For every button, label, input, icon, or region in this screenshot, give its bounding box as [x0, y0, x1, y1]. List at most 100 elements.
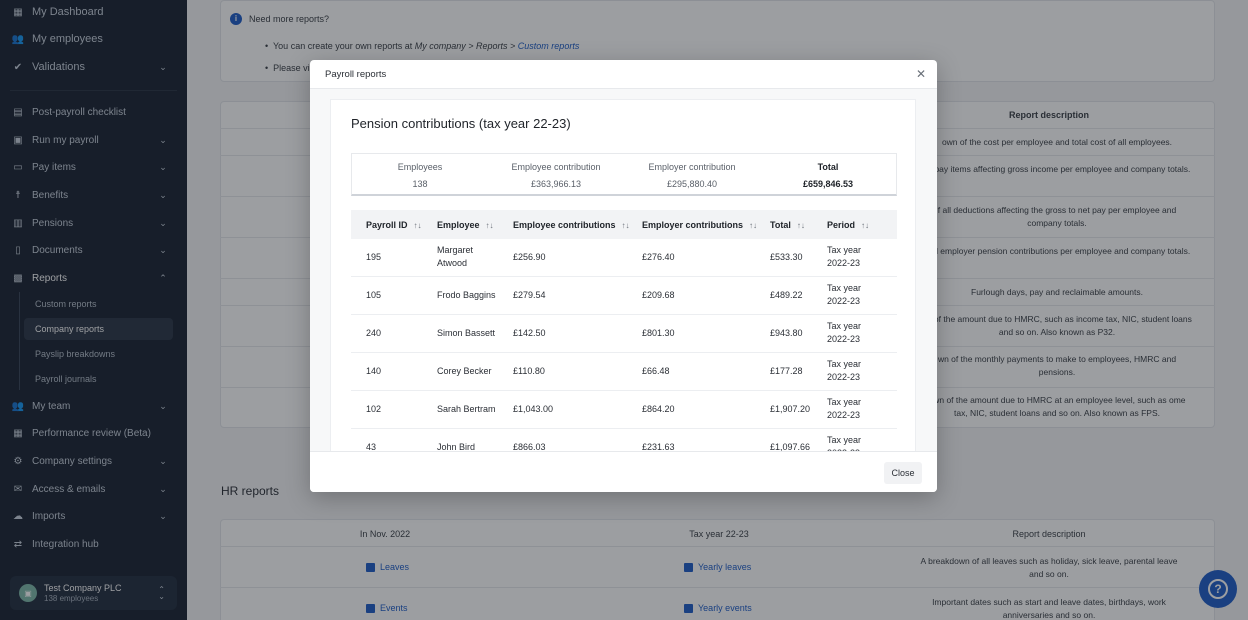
reports-icon: ▩ [13, 272, 23, 284]
sidebar-item-imports[interactable]: ☁ Imports ⌄ [0, 504, 187, 528]
col-header-payroll-id[interactable]: Payroll ID ↑↓ [366, 220, 422, 230]
bar-chart-icon [366, 603, 375, 613]
cell-total: £1,097.66 [770, 442, 811, 451]
table-row[interactable]: 240 Simon Bassett £142.50 £801.30 £943.8… [351, 315, 897, 353]
cell-period: Tax year 2022-23 [827, 283, 862, 306]
sidebar-item-pay-items[interactable]: ▭ Pay items ⌄ [0, 155, 187, 179]
sidebar-item-integration-hub[interactable]: ⇄ Integration hub [0, 532, 187, 556]
sidebar-item-label: Access & emails [32, 483, 106, 495]
sidebar-item-performance-review[interactable]: ▦ Performance review (Beta) [0, 421, 187, 445]
summary-label: Employer contribution [648, 162, 736, 172]
sidebar-item-run-payroll[interactable]: ▣ Run my payroll ⌄ [0, 128, 187, 152]
payroll-icon: ▣ [13, 134, 23, 146]
cell-employee: John Bird [437, 442, 476, 451]
cell-period: Tax year 2022-23 [827, 321, 862, 344]
summary-label: Employees [397, 162, 443, 172]
performance-icon: ▦ [13, 427, 23, 439]
close-icon[interactable]: ✕ [915, 67, 927, 81]
cell-employee-contributions: £256.90 [513, 252, 546, 262]
bar-chart-icon [684, 562, 693, 572]
sidebar-item-documents[interactable]: ▯ Documents ⌄ [0, 238, 187, 262]
bullet-path: My company > Reports > [414, 41, 518, 51]
chevron-down-icon: ⌄ [159, 135, 167, 145]
row-divider [220, 546, 1215, 547]
cell-period: Tax year 2022-23 [827, 359, 862, 382]
cell-payroll-id: 43 [366, 442, 377, 451]
chevron-down-icon: ⌄ [159, 511, 167, 521]
sidebar-item-label: My Dashboard [32, 6, 104, 18]
sidebar-item-dashboard[interactable]: ▦ My Dashboard [0, 0, 187, 24]
sidebar-item-benefits[interactable]: ☨ Benefits ⌄ [0, 183, 187, 207]
people-icon: 👥 [11, 33, 25, 45]
col-header-employee[interactable]: Employee ↑↓ [437, 220, 494, 230]
cell-employee: Margaret Atwood [437, 245, 474, 268]
modal-body[interactable]: Pension contributions (tax year 22-23) E… [310, 89, 937, 451]
cell-payroll-id: 195 [366, 252, 382, 262]
sidebar-item-pensions[interactable]: ▥ Pensions ⌄ [0, 211, 187, 235]
chevron-up-icon: ⌃ [159, 273, 167, 283]
sidebar-item-validations[interactable]: ✔ Validations ⌄ [0, 55, 187, 79]
table-row[interactable]: 105 Frodo Baggins £279.54 £209.68 £489.2… [351, 277, 897, 315]
sidebar-item-label: Documents [32, 244, 83, 256]
sidebar-subitem-payslip-breakdowns[interactable]: Payslip breakdowns [35, 349, 116, 359]
yearly-leaves-report-link[interactable]: Yearly leaves [684, 562, 751, 572]
events-report-link[interactable]: Events [366, 603, 408, 613]
cell-total: £489.22 [770, 290, 803, 300]
question-icon: ? [1208, 579, 1228, 599]
sort-icon: ↑↓ [621, 221, 630, 230]
col-label: Employee [437, 220, 480, 230]
table-row[interactable]: 102 Sarah Bertram £1,043.00 £864.20 £1,9… [351, 391, 897, 429]
sidebar-item-post-payroll-checklist[interactable]: ▤ Post-payroll checklist [0, 100, 187, 124]
cell-payroll-id: 240 [366, 328, 382, 338]
yearly-events-report-link[interactable]: Yearly events [684, 603, 752, 613]
col-header-employee-contributions[interactable]: Employee contributions ↑↓ [513, 220, 630, 230]
cell-employee-contributions: £279.54 [513, 290, 546, 300]
summary-value: £363,966.13 [530, 179, 582, 189]
hr-reports-title: HR reports [221, 484, 280, 498]
summary-label: Total [817, 162, 839, 172]
row-divider [220, 587, 1215, 588]
table-row[interactable]: 140 Corey Becker £110.80 £66.48 £177.28 … [351, 353, 897, 391]
sidebar-subitem-company-reports[interactable]: Company reports [24, 318, 173, 340]
bar-chart-icon [684, 603, 693, 613]
close-button[interactable]: Close [884, 462, 922, 484]
summary-panel: Employees 138 Employee contribution £363… [351, 153, 897, 196]
table-row[interactable]: 195 Margaret Atwood £256.90 £276.40 £533… [351, 239, 897, 277]
table-row[interactable]: 43 John Bird £866.03 £231.63 £1,097.66 T… [351, 429, 897, 451]
sidebar-subitem-custom-reports[interactable]: Custom reports [35, 299, 97, 309]
sidebar-item-reports[interactable]: ▩ Reports ⌃ [0, 266, 187, 290]
sidebar-item-employees[interactable]: 👥 My employees [0, 27, 187, 51]
bullet-text: Please vi [273, 63, 310, 73]
cell-period: Tax year 2022-23 [827, 245, 862, 268]
leaves-report-link[interactable]: Leaves [366, 562, 409, 572]
cell-employer-contributions: £864.20 [642, 404, 675, 414]
modal-title: Payroll reports [325, 69, 387, 80]
sidebar-item-company-settings[interactable]: ⚙ Company settings ⌄ [0, 449, 187, 473]
report-description: Important dates such as start and leave … [932, 597, 1166, 620]
custom-reports-link[interactable]: Custom reports [517, 41, 580, 51]
person-icon: ☨ [15, 189, 21, 201]
link-label: Yearly leaves [698, 562, 752, 572]
help-button[interactable]: ? [1199, 570, 1237, 608]
col-label: Total [770, 220, 791, 230]
company-switcher[interactable]: ▣ Test Company PLC 138 employees ⌃ ⌄ [10, 576, 177, 610]
col-header-employer-contributions[interactable]: Employer contributions ↑↓ [642, 220, 757, 230]
report-description: wn of the monthly payments to make to em… [937, 354, 1177, 377]
cell-employer-contributions: £66.48 [642, 366, 670, 376]
cell-employee-contributions: £866.03 [513, 442, 546, 451]
chevron-down-icon: ⌄ [159, 456, 167, 466]
sidebar-item-my-team[interactable]: 👥 My team ⌄ [0, 394, 187, 418]
sidebar: ▦ My Dashboard 👥 My employees ✔ Validati… [0, 0, 187, 620]
gear-icon: ⚙ [13, 455, 23, 467]
col-header-period[interactable]: Period ↑↓ [827, 220, 869, 230]
hr-col-header: In Nov. 2022 [359, 529, 411, 539]
col-label: Employer contributions [642, 220, 744, 230]
info-icon: i [230, 13, 242, 25]
dashboard-icon: ▦ [13, 6, 23, 18]
sidebar-item-label: Performance review (Beta) [32, 427, 151, 439]
col-header-total[interactable]: Total ↑↓ [770, 220, 805, 230]
sidebar-item-access-emails[interactable]: ✉ Access & emails ⌄ [0, 477, 187, 501]
summary-value: £295,880.40 [666, 179, 718, 189]
cell-employer-contributions: £231.63 [642, 442, 675, 451]
sidebar-subitem-payroll-journals[interactable]: Payroll journals [35, 374, 97, 384]
